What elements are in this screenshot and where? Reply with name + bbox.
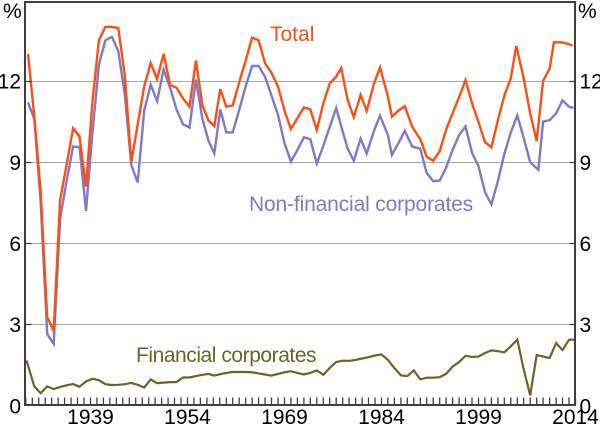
- svg-text:0: 0: [9, 395, 21, 418]
- svg-text:0: 0: [580, 395, 592, 418]
- svg-text:1939: 1939: [67, 406, 114, 427]
- svg-text:6: 6: [9, 233, 21, 256]
- svg-text:6: 6: [580, 233, 592, 256]
- svg-text:1954: 1954: [164, 406, 211, 427]
- svg-text:12: 12: [0, 71, 21, 94]
- svg-text:1969: 1969: [261, 406, 308, 427]
- svg-text:9: 9: [580, 152, 592, 175]
- svg-text:3: 3: [580, 314, 592, 337]
- svg-text:Total: Total: [270, 23, 314, 46]
- svg-text:3: 3: [9, 314, 21, 337]
- svg-text:%: %: [3, 0, 22, 23]
- svg-text:1999: 1999: [455, 406, 502, 427]
- svg-text:2014: 2014: [552, 406, 599, 427]
- svg-text:Financial corporates: Financial corporates: [136, 344, 316, 367]
- svg-text:9: 9: [9, 152, 21, 175]
- svg-text:Non-financial corporates: Non-financial corporates: [249, 193, 473, 216]
- svg-text:1984: 1984: [358, 406, 405, 427]
- svg-text:12: 12: [580, 71, 600, 94]
- svg-text:%: %: [578, 0, 597, 23]
